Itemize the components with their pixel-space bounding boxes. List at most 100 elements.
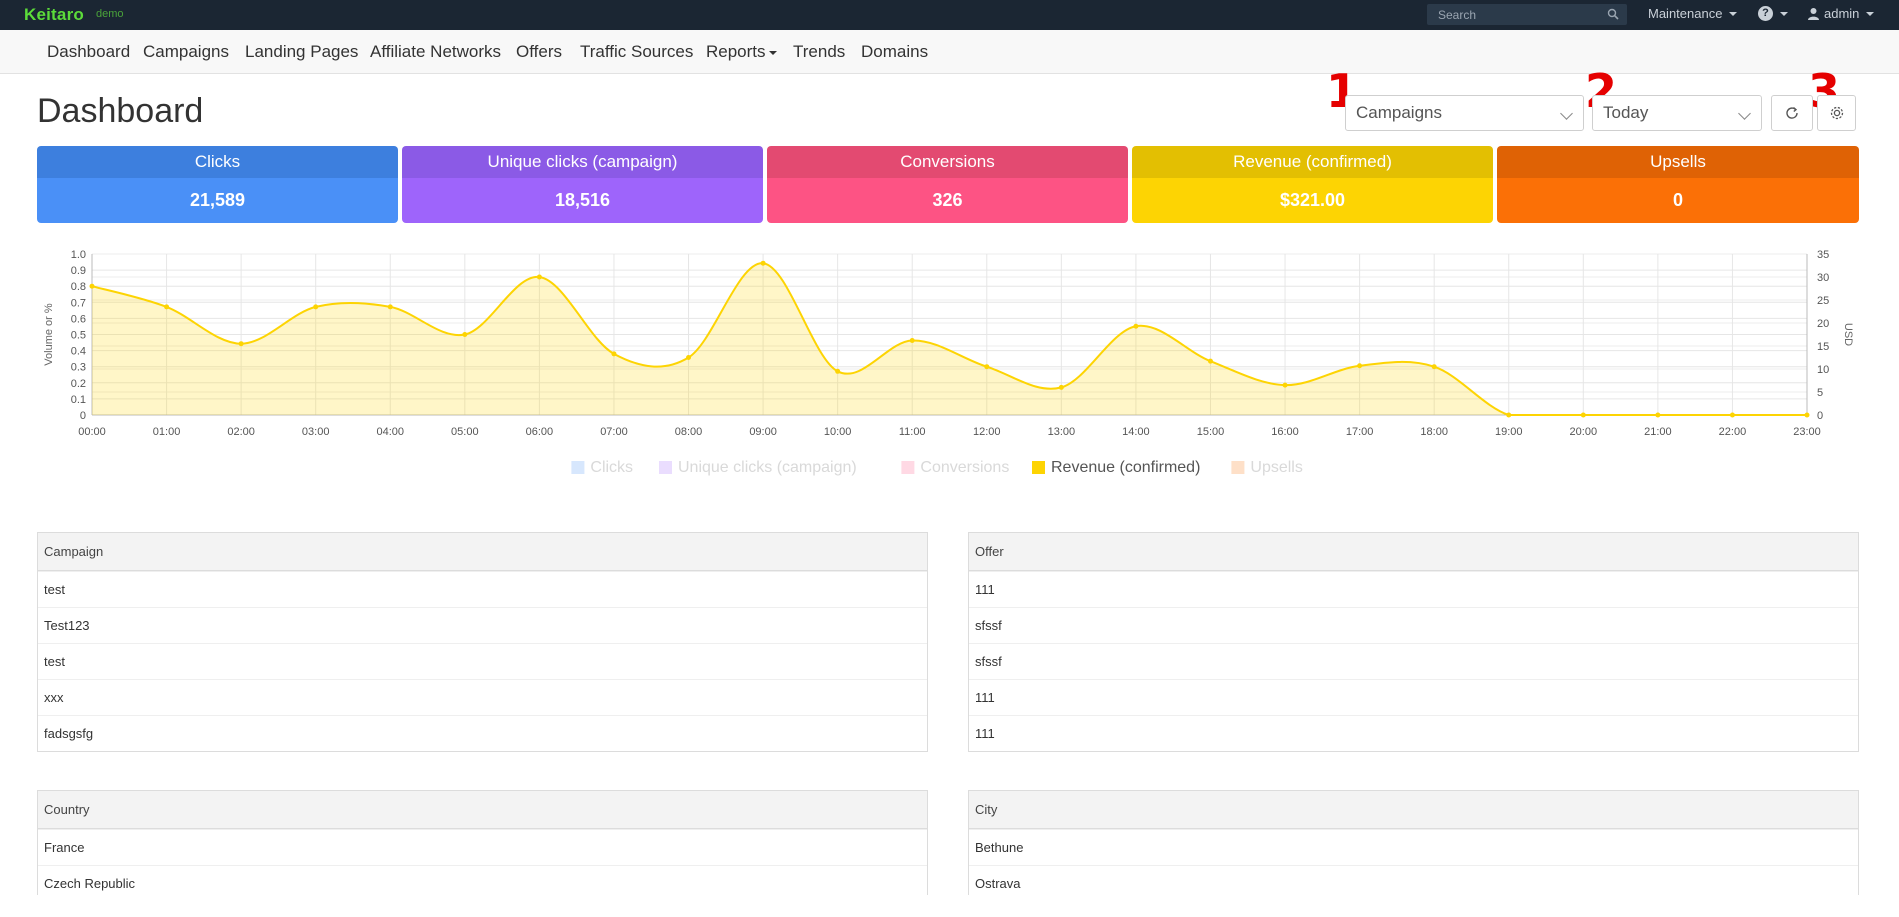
table-row[interactable]: 111 (969, 571, 1858, 607)
offer-table: Offer 111 sfssf sfssf 111 111 (968, 532, 1859, 752)
caret-down-icon (1780, 11, 1788, 16)
x-tick-label: 09:00 (749, 426, 777, 438)
tile-value: 0 (1497, 178, 1859, 223)
table-row[interactable]: 111 (969, 679, 1858, 715)
series-area (92, 263, 1807, 415)
x-tick-label: 05:00 (451, 426, 479, 438)
table-row[interactable]: fadsgsfg (38, 715, 927, 751)
search-input[interactable] (1427, 4, 1627, 25)
table-row[interactable]: 111 (969, 715, 1858, 751)
tile-value: 18,516 (402, 178, 763, 223)
refresh-button[interactable] (1771, 95, 1813, 131)
table-row[interactable]: sfssf (969, 607, 1858, 643)
search-icon[interactable] (1607, 8, 1619, 20)
tile-head: Upsells (1497, 146, 1859, 178)
data-point (1655, 412, 1661, 418)
nav-offers[interactable]: Offers (516, 42, 562, 61)
top-bar: Keitaro demo Maintenance ? admin (0, 0, 1899, 30)
y-axis-title-left: Volume or % (43, 303, 55, 366)
user-icon (1808, 8, 1819, 20)
table-row[interactable]: sfssf (969, 643, 1858, 679)
stat-tile-conversions: Conversions 326 (767, 146, 1128, 223)
caret-down-icon (1729, 11, 1738, 16)
y-tick-right: 0 (1817, 410, 1823, 422)
table-row[interactable]: Test123 (38, 607, 927, 643)
data-point (536, 274, 542, 280)
legend-swatch (901, 461, 915, 474)
brand-logo[interactable]: Keitaro (24, 5, 84, 24)
x-tick-label: 23:00 (1793, 426, 1821, 438)
gear-icon (1830, 106, 1843, 120)
entity-select[interactable]: Campaigns (1345, 95, 1584, 131)
nav-campaigns[interactable]: Campaigns (143, 42, 229, 61)
table-row[interactable]: Ostrava (969, 865, 1858, 901)
main-nav: Dashboard Campaigns Landing Pages Affili… (0, 30, 1899, 74)
x-tick-label: 19:00 (1495, 426, 1523, 438)
stat-tile-unique-clicks: Unique clicks (campaign) 18,516 (402, 146, 763, 223)
tile-head: Unique clicks (campaign) (402, 146, 763, 178)
data-point (1431, 364, 1437, 370)
caret-down-icon (1866, 11, 1875, 16)
city-table: City Bethune Ostrava (968, 790, 1859, 895)
x-tick-label: 16:00 (1271, 426, 1299, 438)
nav-dashboard[interactable]: Dashboard (47, 42, 131, 61)
y-tick-left: 0.7 (71, 297, 86, 309)
y-tick-left: 0.8 (71, 281, 86, 293)
user-name: admin (1824, 6, 1860, 21)
data-point (387, 304, 393, 310)
entity-select-value: Campaigns (1356, 103, 1442, 122)
tile-value: 326 (767, 178, 1128, 223)
maintenance-label: Maintenance (1648, 6, 1723, 21)
period-select[interactable]: Today (1592, 95, 1762, 131)
y-tick-right: 35 (1817, 249, 1829, 261)
user-menu[interactable]: admin (1807, 6, 1875, 21)
x-tick-label: 08:00 (675, 426, 703, 438)
nav-landing-pages[interactable]: Landing Pages (245, 42, 359, 61)
data-point (462, 332, 468, 337)
nav-domains[interactable]: Domains (861, 42, 929, 61)
legend-item: Conversions (920, 459, 1009, 476)
nav-traffic-sources[interactable]: Traffic Sources (580, 42, 694, 61)
y-tick-left: 0.4 (71, 346, 86, 358)
legend-item: Upsells (1250, 459, 1302, 476)
data-point (1804, 412, 1810, 418)
table-row[interactable]: test (38, 571, 927, 607)
table-header: City (969, 791, 1858, 829)
caret-down-icon (768, 50, 777, 55)
table-row[interactable]: xxx (38, 679, 927, 715)
revenue-chart: 1.0 0.9 0.8 0.7 0.6 0.5 0.4 0.3 0.2 0.1 0 35 30 25 20 1… (43, 249, 1854, 476)
y-tick-right: 20 (1817, 318, 1829, 330)
nav-reports[interactable]: Reports (706, 42, 777, 62)
data-point (1357, 363, 1363, 369)
x-tick-label: 02:00 (227, 426, 255, 438)
page-title: Dashboard (37, 92, 204, 130)
brand-subtitle: demo (96, 8, 124, 20)
table-row[interactable]: Bethune (969, 829, 1858, 865)
data-point (89, 283, 95, 289)
legend-swatch (1231, 461, 1245, 474)
data-point (164, 304, 170, 310)
data-point (1058, 384, 1064, 390)
settings-button[interactable] (1817, 95, 1856, 131)
maintenance-menu[interactable]: Maintenance (1648, 6, 1738, 21)
help-icon: ? (1758, 6, 1773, 21)
x-tick-label: 22:00 (1719, 426, 1747, 438)
table-row[interactable]: France (38, 829, 927, 865)
tile-head: Revenue (confirmed) (1132, 146, 1493, 178)
nav-trends[interactable]: Trends (793, 42, 846, 61)
help-menu[interactable]: ? (1758, 6, 1788, 21)
nav-affiliate-networks[interactable]: Affiliate Networks (370, 42, 502, 61)
legend-swatch (659, 461, 672, 474)
table-row[interactable]: Czech Republic (38, 865, 927, 901)
x-tick-label: 03:00 (302, 426, 330, 438)
x-tick-label: 11:00 (899, 426, 926, 438)
table-row[interactable]: test (38, 643, 927, 679)
country-table: Country France Czech Republic (37, 790, 928, 895)
legend-swatch (571, 461, 585, 474)
refresh-icon (1786, 106, 1798, 119)
x-tick-label: 00:00 (78, 426, 106, 438)
x-tick-label: 12:00 (973, 426, 1001, 438)
stat-tile-revenue: Revenue (confirmed) $321.00 (1132, 146, 1493, 223)
tile-head: Conversions (767, 146, 1128, 178)
x-tick-label: 10:00 (824, 426, 852, 438)
